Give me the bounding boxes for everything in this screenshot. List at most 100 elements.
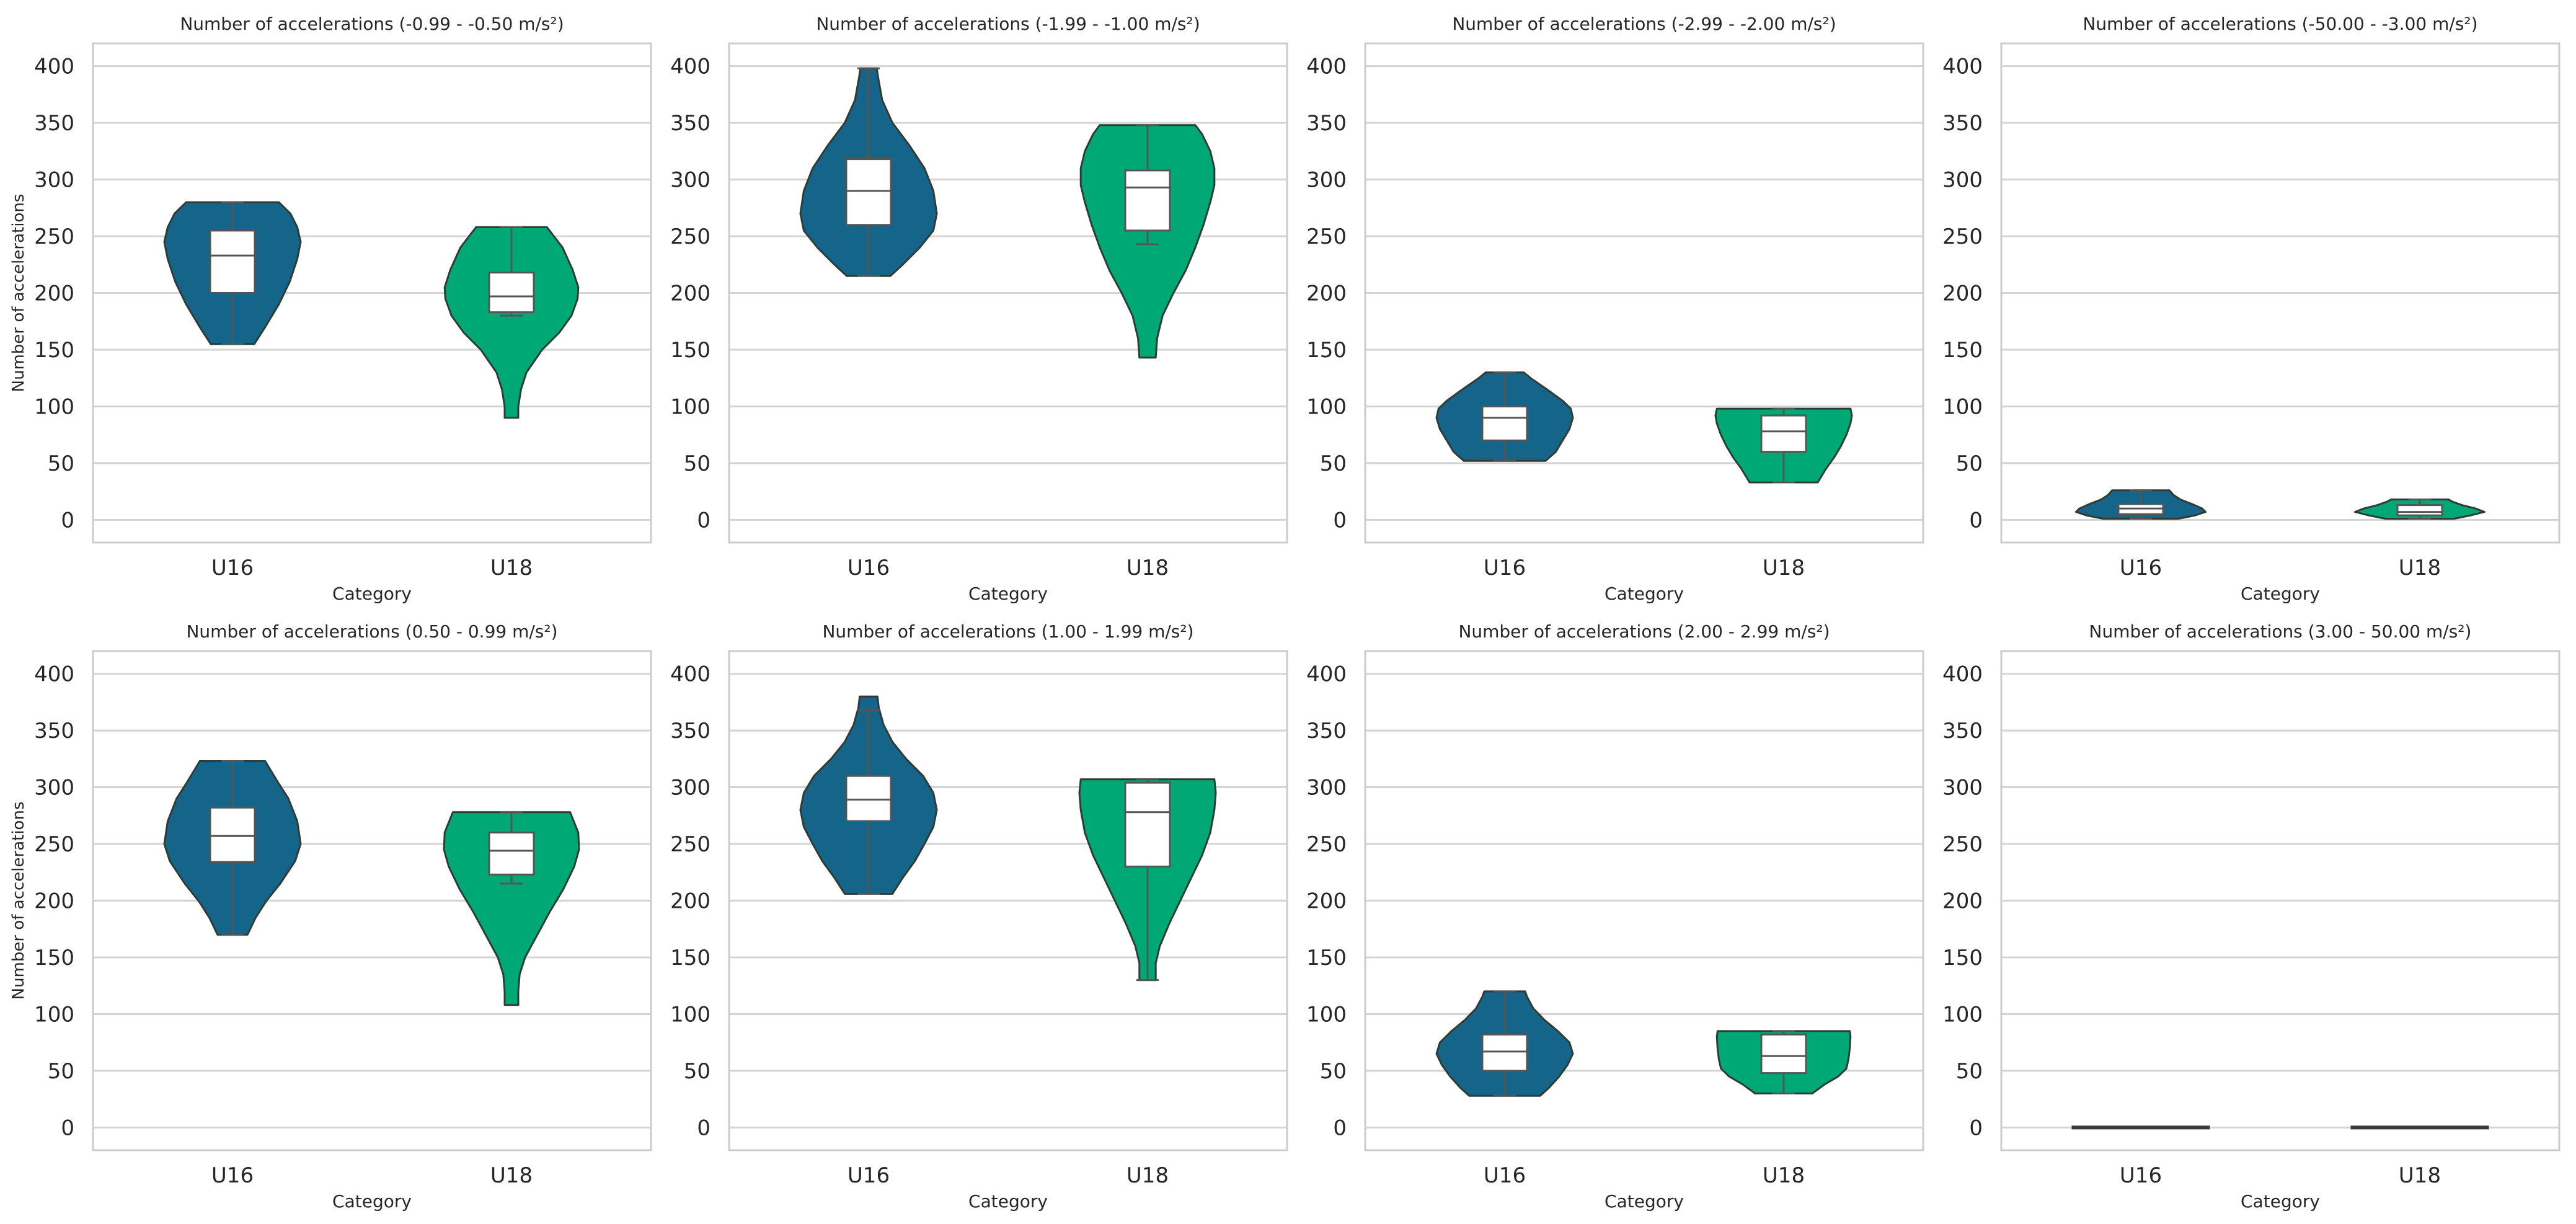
- y-tick-label: 150: [1306, 338, 1347, 363]
- y-tick-label: 150: [670, 338, 710, 363]
- plot-frame: [2000, 650, 2561, 1151]
- panel-title: Number of accelerations (0.50 - 0.99 m/s…: [186, 621, 557, 642]
- panel-title: Number of accelerations (-1.99 - -1.00 m…: [816, 14, 1200, 34]
- plot-frame: [728, 42, 1288, 544]
- x-axis-label: Category: [332, 1191, 412, 1212]
- x-tick-label: U16: [1484, 556, 1526, 580]
- x-tick-label: U16: [1484, 1163, 1526, 1188]
- iqr-box: [845, 774, 892, 822]
- violin-u18: [443, 811, 580, 1006]
- y-tick-label: 350: [670, 111, 710, 136]
- y-axis-label: Number of accelerations: [9, 194, 28, 392]
- y-tick-label: 350: [34, 719, 74, 743]
- violin-u18: [443, 226, 580, 419]
- panel-8: 0 50 100 150 200 250 300 350 400 U16 U18 Category Nu…: [1942, 621, 2561, 1212]
- y-tick-label: 350: [1306, 719, 1347, 743]
- y-tick-label: 50: [1320, 451, 1347, 476]
- x-axis-label: Category: [332, 583, 412, 604]
- y-tick-label: 50: [1956, 451, 1983, 476]
- iqr-box: [1760, 1033, 1807, 1075]
- y-tick-label: 250: [670, 224, 710, 249]
- x-tick-label: U18: [1126, 556, 1169, 580]
- iqr-box: [1481, 405, 1528, 441]
- x-tick-label: U16: [2120, 556, 2162, 580]
- iqr-box: [845, 158, 892, 226]
- y-tick-label: 0: [697, 1115, 710, 1140]
- y-tick-label: 250: [670, 832, 710, 857]
- y-tick-label: 300: [34, 776, 74, 800]
- y-tick-label: 250: [34, 832, 74, 857]
- panel-3: 0 50 100 150 200 250 300 350 400 U16 U18 Category Nu…: [1306, 14, 1924, 604]
- violin-u18: [2350, 1125, 2489, 1130]
- iqr-box: [1124, 781, 1171, 868]
- y-tick-label: 400: [1942, 55, 1983, 79]
- x-tick-label: U16: [211, 1163, 254, 1188]
- y-tick-label: 400: [1306, 55, 1347, 79]
- y-tick-label: 50: [684, 1059, 710, 1084]
- y-tick-label: 350: [1942, 719, 1983, 743]
- y-tick-label: 250: [34, 224, 74, 249]
- y-tick-label: 150: [34, 946, 74, 970]
- x-axis-label: Category: [2241, 1191, 2320, 1212]
- y-tick-label: 250: [1942, 832, 1983, 857]
- y-tick-label: 300: [34, 168, 74, 193]
- iqr-box: [209, 806, 256, 863]
- x-axis-label: Category: [968, 1191, 1048, 1212]
- y-tick-label: 50: [48, 451, 74, 476]
- y-tick-label: 200: [1942, 889, 1983, 914]
- plot-frame: [728, 650, 1288, 1151]
- panel-4: 0 50 100 150 200 250 300 350 400 U16 U18 Category Nu…: [1942, 14, 2561, 604]
- x-tick-label: U18: [1763, 556, 1805, 580]
- y-tick-label: 150: [1942, 338, 1983, 363]
- y-tick-label: 100: [1306, 394, 1347, 419]
- plot-frame: [1364, 42, 1924, 544]
- y-tick-label: 100: [1306, 1002, 1347, 1027]
- y-tick-label: 150: [1306, 946, 1347, 970]
- y-tick-label: 0: [1333, 508, 1347, 533]
- y-tick-label: 250: [1942, 224, 1983, 249]
- y-tick-label: 200: [34, 889, 74, 914]
- y-tick-label: 0: [1333, 1115, 1347, 1140]
- plot-frame: [2000, 42, 2561, 544]
- y-tick-label: 350: [670, 719, 710, 743]
- y-tick-label: 200: [1306, 889, 1347, 914]
- y-tick-label: 200: [34, 282, 74, 306]
- plot-frame: [1364, 650, 1924, 1151]
- y-tick-label: 300: [1306, 168, 1347, 193]
- y-axis-label: Number of accelerations: [9, 802, 28, 1000]
- y-tick-label: 250: [1306, 832, 1347, 857]
- iqr-box: [1760, 414, 1807, 453]
- y-tick-label: 400: [1306, 662, 1347, 687]
- y-tick-label: 0: [61, 508, 74, 533]
- y-tick-label: 50: [48, 1059, 74, 1084]
- y-tick-label: 150: [1942, 946, 1983, 970]
- y-tick-label: 200: [1306, 282, 1347, 306]
- panel-title: Number of accelerations (-50.00 - -3.00 …: [2082, 14, 2477, 34]
- y-tick-label: 50: [1956, 1059, 1983, 1084]
- y-tick-label: 0: [1969, 1115, 1983, 1140]
- x-tick-label: U18: [2399, 556, 2441, 580]
- panel-5: 0 50 100 150 200 250 300 350 400 U16 U18 Category Nu…: [9, 621, 652, 1212]
- x-tick-label: U16: [211, 556, 254, 580]
- x-axis-label: Category: [2241, 583, 2320, 604]
- y-tick-label: 100: [1942, 1002, 1983, 1027]
- y-tick-label: 400: [670, 55, 710, 79]
- y-tick-label: 200: [1942, 282, 1983, 306]
- panel-title: Number of accelerations (3.00 - 50.00 m/…: [2089, 621, 2472, 642]
- x-axis-label: Category: [1604, 1191, 1684, 1212]
- iqr-box: [1481, 1033, 1528, 1072]
- x-tick-label: U16: [848, 556, 890, 580]
- x-tick-label: U18: [490, 1163, 533, 1188]
- iqr-box: [2396, 504, 2443, 517]
- x-axis-label: Category: [1604, 583, 1684, 604]
- y-tick-label: 300: [670, 776, 710, 800]
- y-tick-label: 350: [1306, 111, 1347, 136]
- iqr-box: [488, 272, 535, 314]
- y-tick-label: 0: [1969, 508, 1983, 533]
- y-tick-label: 200: [670, 889, 710, 914]
- y-tick-label: 350: [34, 111, 74, 136]
- x-tick-label: U16: [848, 1163, 890, 1188]
- y-tick-label: 50: [1320, 1059, 1347, 1084]
